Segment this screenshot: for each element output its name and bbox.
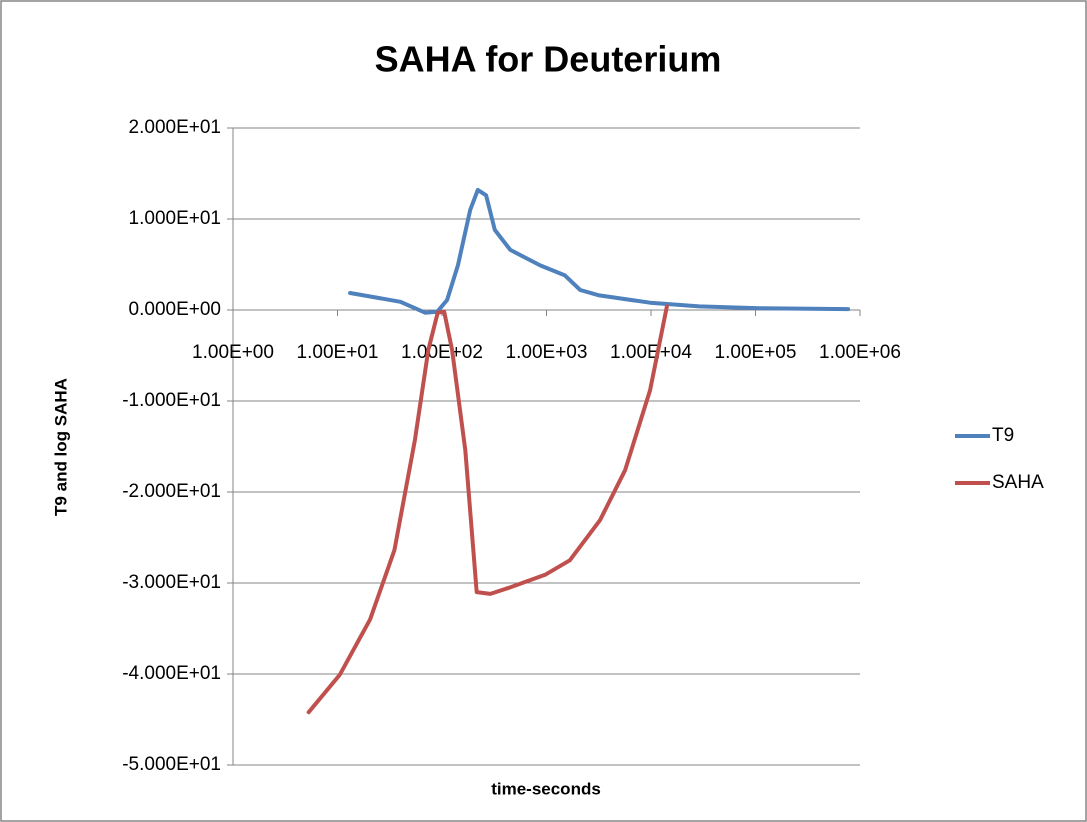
y-tick-label: -1.000E+01 — [122, 390, 221, 411]
y-tick-label: -5.000E+01 — [122, 754, 221, 775]
x-tick-label: 1.00E+00 — [192, 342, 274, 363]
y-tick-label: 1.000E+01 — [129, 208, 221, 229]
x-axis-title: time-seconds — [491, 779, 601, 798]
chart-title: SAHA for Deuterium — [375, 39, 722, 80]
x-tick-label: 1.00E+06 — [819, 342, 901, 363]
y-axis-title: T9 and log SAHA — [51, 378, 70, 516]
x-tick-label: 1.00E+01 — [297, 342, 379, 363]
legend-label: SAHA — [992, 472, 1044, 493]
x-tick-label: 1.00E+03 — [506, 342, 588, 363]
x-tick-label: 1.00E+05 — [715, 342, 797, 363]
series-line — [306, 304, 669, 715]
x-tick-label: 1.00E+04 — [610, 342, 692, 363]
y-tick-label: -4.000E+01 — [122, 663, 221, 684]
y-tick-label: -2.000E+01 — [122, 481, 221, 502]
y-tick-label: 0.000E+00 — [129, 299, 221, 320]
legend-label: T9 — [992, 425, 1014, 446]
y-tick-label: -3.000E+01 — [122, 572, 221, 593]
x-tick-label: 1.00E+02 — [401, 342, 483, 363]
y-tick-label: 2.000E+01 — [129, 117, 221, 138]
